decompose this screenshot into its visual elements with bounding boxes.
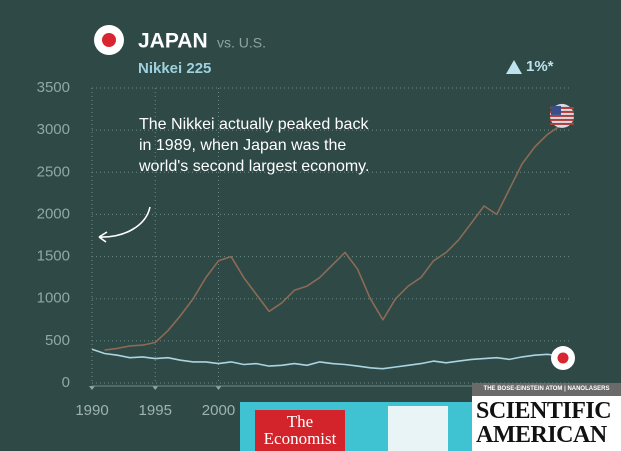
y-tick-label: 0	[62, 374, 70, 391]
up-triangle	[506, 60, 522, 74]
japan-flag-sun	[557, 352, 569, 364]
flag-canton	[551, 105, 561, 115]
y-tick-label: 1000	[37, 290, 70, 307]
x-tick-label: 1990	[75, 402, 108, 419]
flag-sun	[102, 33, 116, 47]
scientific-american-cover: THE BOSE-EINSTEIN ATOM | NANOLASERS SCIE…	[472, 383, 621, 451]
flag-stripe	[550, 114, 574, 117]
y-tick-label: 3000	[37, 121, 70, 138]
economist-cover: The Economist	[240, 402, 472, 451]
cover-panel	[388, 406, 448, 451]
series-line	[104, 125, 561, 351]
flag-stripe	[550, 122, 574, 125]
cover-title: SCIENTIFIC AMERICAN	[476, 398, 612, 448]
x-tick-label: 1995	[139, 402, 172, 419]
chart-title: JAPAN	[138, 30, 208, 53]
x-tick-mark	[152, 386, 159, 390]
flag-stripe	[550, 106, 574, 109]
economist-logo: The Economist	[255, 410, 345, 451]
change-label: 1%*	[526, 58, 554, 75]
x-tick-label: 2000	[202, 402, 235, 419]
x-tick-mark	[89, 386, 95, 390]
annotation: The Nikkei actually peaked back in 1989,…	[139, 116, 370, 175]
plot: 0 500 1000 1500 2000 2500 3000 3500 1990 1995 2000	[37, 79, 575, 419]
y-tick-label: 2000	[37, 205, 70, 222]
y-tick-label: 3500	[37, 79, 70, 96]
x-tick-mark	[215, 386, 222, 390]
japan-flag	[94, 25, 124, 55]
series-line	[91, 348, 561, 370]
title-suffix: vs. U.S.	[217, 35, 266, 51]
us-flag	[550, 103, 574, 128]
flag-stripe	[550, 110, 574, 113]
y-tick-label: 1500	[37, 248, 70, 265]
flag-stripe	[550, 118, 574, 121]
chart-subtitle: Nikkei 225	[138, 60, 211, 77]
cover-banner: THE BOSE-EINSTEIN ATOM | NANOLASERS	[472, 383, 621, 396]
annotation-arrow	[98, 206, 151, 243]
y-tick-label: 500	[45, 332, 70, 349]
y-tick-label: 2500	[37, 163, 70, 180]
